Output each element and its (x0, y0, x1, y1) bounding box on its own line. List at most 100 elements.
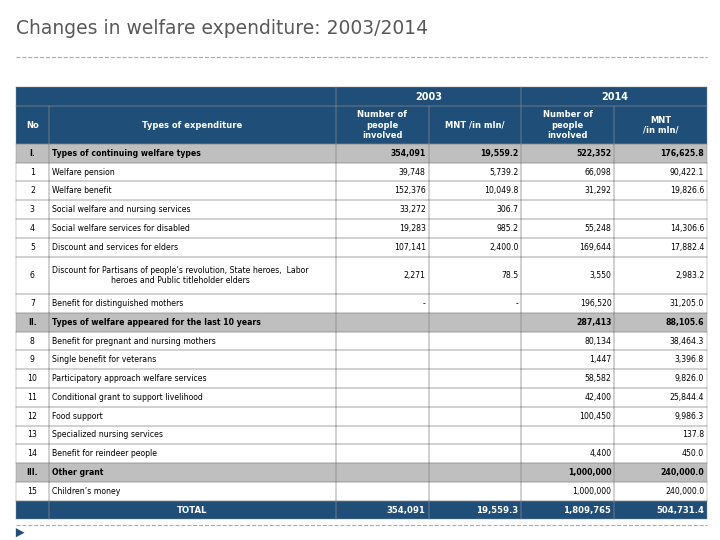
Text: 504,731.4: 504,731.4 (656, 505, 704, 515)
Bar (49, 332, 336, 350)
Bar (16, 407, 49, 426)
Bar (336, 144, 428, 163)
Bar (428, 200, 521, 219)
Text: III.: III. (27, 468, 38, 477)
Bar (49, 482, 336, 501)
Bar (521, 200, 614, 219)
Text: 10: 10 (27, 374, 37, 383)
Bar (49, 444, 336, 463)
Text: 25,844.4: 25,844.4 (670, 393, 704, 402)
Bar (16, 87, 336, 106)
Text: 2003: 2003 (415, 92, 442, 102)
Bar (428, 294, 521, 313)
Bar (16, 350, 49, 369)
Bar (521, 388, 614, 407)
Text: 19,826.6: 19,826.6 (670, 186, 704, 195)
Bar (521, 238, 614, 256)
Bar (49, 256, 336, 294)
Text: 240,000.0: 240,000.0 (665, 487, 704, 496)
Bar (49, 219, 336, 238)
Text: Participatory approach welfare services: Participatory approach welfare services (52, 374, 207, 383)
Bar (428, 181, 521, 200)
Bar (521, 463, 614, 482)
Bar (49, 181, 336, 200)
Bar (16, 256, 49, 294)
Bar (428, 407, 521, 426)
Bar (428, 444, 521, 463)
Text: 7: 7 (30, 299, 35, 308)
Text: 240,000.0: 240,000.0 (660, 468, 704, 477)
Text: 100,450: 100,450 (580, 411, 611, 421)
Bar (614, 238, 707, 256)
Text: 58,582: 58,582 (585, 374, 611, 383)
Text: 13: 13 (27, 430, 37, 440)
Bar (614, 294, 707, 313)
Bar (428, 482, 521, 501)
Bar (614, 463, 707, 482)
Text: 39,748: 39,748 (399, 167, 426, 177)
Bar (428, 256, 521, 294)
Text: Number of
people
involved: Number of people involved (357, 111, 408, 140)
Bar (614, 369, 707, 388)
Bar (16, 200, 49, 219)
Text: Discount and services for elders: Discount and services for elders (52, 242, 178, 252)
Text: -: - (516, 299, 518, 308)
Bar (16, 388, 49, 407)
Bar (336, 87, 521, 106)
Bar (49, 313, 336, 332)
Text: 19,559.2: 19,559.2 (480, 148, 518, 158)
Bar (49, 350, 336, 369)
Text: 2,983.2: 2,983.2 (675, 271, 704, 280)
Bar (614, 181, 707, 200)
Bar (614, 407, 707, 426)
Bar (521, 369, 614, 388)
Text: 78.5: 78.5 (501, 271, 518, 280)
Bar (336, 444, 428, 463)
Text: 1,000,000: 1,000,000 (568, 468, 611, 477)
Bar (336, 426, 428, 444)
Text: Benefit for distinguished mothers: Benefit for distinguished mothers (52, 299, 183, 308)
Text: Conditional grant to support livelihood: Conditional grant to support livelihood (52, 393, 202, 402)
Bar (336, 219, 428, 238)
Text: 3: 3 (30, 205, 35, 214)
Text: Number of
people
involved: Number of people involved (543, 111, 593, 140)
Text: 1: 1 (30, 167, 35, 177)
Text: 176,625.8: 176,625.8 (660, 148, 704, 158)
Text: Types of welfare appeared for the last 10 years: Types of welfare appeared for the last 1… (52, 318, 261, 327)
Bar (49, 501, 336, 519)
Bar (521, 256, 614, 294)
Bar (428, 426, 521, 444)
Bar (336, 106, 428, 144)
Bar (614, 256, 707, 294)
Text: 137.8: 137.8 (682, 430, 704, 440)
Bar (614, 426, 707, 444)
Bar (16, 369, 49, 388)
Bar (521, 163, 614, 181)
Bar (49, 407, 336, 426)
Bar (16, 332, 49, 350)
Text: TOTAL: TOTAL (177, 505, 207, 515)
Text: 17,882.4: 17,882.4 (670, 242, 704, 252)
Bar (614, 388, 707, 407)
Bar (614, 106, 707, 144)
Text: Types of continuing welfare types: Types of continuing welfare types (52, 148, 201, 158)
Bar (16, 426, 49, 444)
Bar (16, 144, 49, 163)
Text: 4: 4 (30, 224, 35, 233)
Bar (614, 163, 707, 181)
Text: 9,986.3: 9,986.3 (675, 411, 704, 421)
Text: 450.0: 450.0 (682, 449, 704, 458)
Bar (521, 87, 707, 106)
Bar (16, 181, 49, 200)
Bar (336, 463, 428, 482)
Text: 306.7: 306.7 (497, 205, 518, 214)
Bar (336, 388, 428, 407)
Text: I.: I. (30, 148, 35, 158)
Text: 55,248: 55,248 (585, 224, 611, 233)
Text: 287,413: 287,413 (576, 318, 611, 327)
Bar (428, 238, 521, 256)
Bar (336, 181, 428, 200)
Text: MNT
/in mln/: MNT /in mln/ (643, 116, 678, 134)
Text: 1,447: 1,447 (589, 355, 611, 364)
Bar (428, 106, 521, 144)
